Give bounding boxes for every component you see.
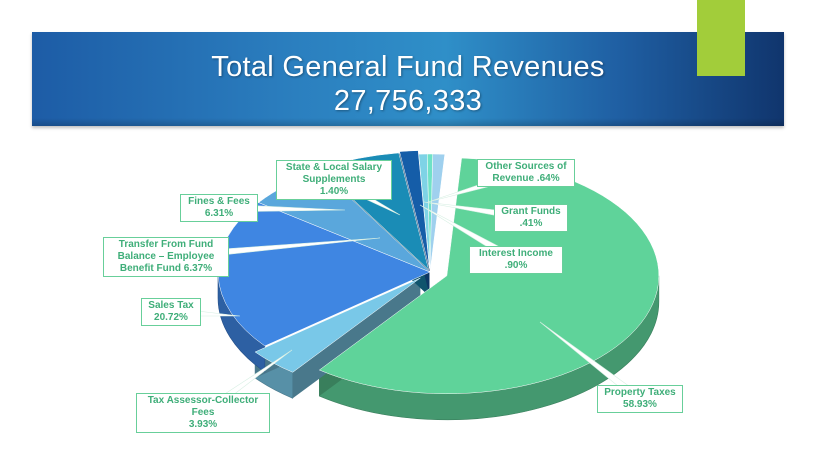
title-banner: [32, 32, 784, 126]
label-state_local-line: Supplements: [302, 174, 366, 185]
label-state_local-line: State & Local Salary: [285, 162, 383, 173]
label-interest: Interest Income .90%: [469, 246, 563, 274]
label-other-line: Revenue .64%: [492, 173, 560, 184]
chart-title-line2: 27,756,333: [333, 85, 483, 117]
slice-state_local: [399, 150, 430, 269]
label-other-line: Other Sources of: [485, 161, 567, 172]
label-state_local-line: 1.40%: [319, 186, 349, 197]
label-tax_assessor-line: Tax Assessor-Collector: [147, 395, 259, 406]
label-sales-line: Sales Tax: [148, 300, 194, 311]
slice-interest: [429, 153, 446, 273]
label-transfer-line: Transfer From Fund: [118, 239, 214, 250]
chart-title: Total General Fund Revenues 27,756,333: [32, 50, 784, 118]
label-state_local: State & Local Salary Supplements 1.40%: [276, 160, 392, 200]
label-fines-line: Fines & Fees: [188, 196, 250, 207]
label-transfer: Transfer From Fund Balance – Employee Bene…: [103, 237, 229, 277]
label-transfer-line: Benefit Fund 6.37%: [119, 263, 213, 274]
label-grant-line: Grant Funds: [501, 206, 561, 217]
chart-title-line1: Total General Fund Revenues: [211, 51, 605, 83]
pie-tops: [217, 150, 660, 395]
label-tax_assessor-line: Fees: [191, 407, 215, 418]
label-grant: Grant Funds .41%: [494, 204, 568, 232]
label-transfer-line: Balance – Employee: [117, 251, 215, 262]
label-property-line: 58.93%: [623, 399, 657, 410]
label-property-line: Property Taxes: [604, 387, 676, 398]
label-sales: Sales Tax 20.72%: [141, 298, 201, 326]
label-grant-line: .41%: [519, 218, 543, 229]
label-interest-line: .90%: [504, 260, 528, 271]
label-property: Property Taxes 58.93%: [597, 385, 683, 413]
label-other: Other Sources of Revenue .64%: [477, 159, 575, 187]
label-tax_assessor-line: 3.93%: [188, 419, 218, 430]
label-tax_assessor: Tax Assessor-Collector Fees 3.93%: [136, 393, 270, 433]
label-interest-line: Interest Income: [479, 248, 553, 259]
label-fines-line: 6.31%: [204, 208, 234, 219]
label-sales-line: 20.72%: [154, 312, 188, 323]
accent-bar: [697, 0, 745, 76]
label-fines: Fines & Fees 6.31%: [180, 194, 258, 222]
